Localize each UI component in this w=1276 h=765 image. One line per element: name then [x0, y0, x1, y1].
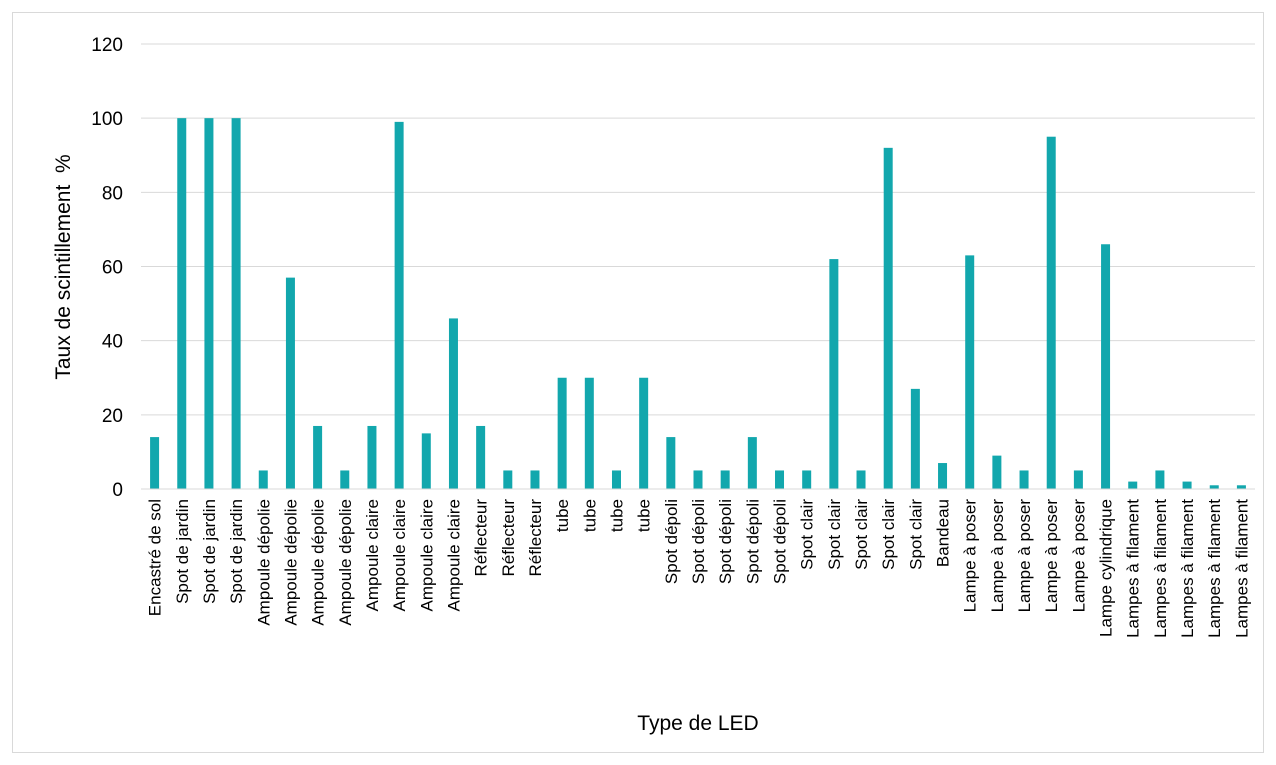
- bar: [938, 463, 948, 489]
- x-tick-label: Spot dépoli: [716, 499, 735, 584]
- bar: [231, 118, 241, 490]
- x-tick-label: Spot dépoli: [689, 499, 708, 584]
- x-tick-label: tube: [607, 499, 626, 532]
- bar: [747, 437, 757, 489]
- bar: [883, 147, 893, 490]
- bar: [1019, 470, 1029, 489]
- bar: [584, 377, 594, 489]
- x-tick-label: Spot clair: [879, 499, 898, 570]
- x-tick-label: Réflecteur: [499, 499, 518, 577]
- x-tick-label: Spot clair: [798, 499, 817, 570]
- gridlines: [141, 43, 1255, 416]
- x-tick-label: Ampoule claire: [417, 499, 436, 611]
- x-tick-label: Ampoule dépolie: [336, 499, 355, 626]
- bar: [639, 377, 649, 489]
- x-tick-label: Lampe à poser: [961, 499, 980, 613]
- bar: [1236, 485, 1246, 489]
- y-axis-label: Taux de scintillement %: [52, 154, 75, 379]
- bar: [693, 470, 703, 489]
- x-tick-label: Spot clair: [852, 499, 871, 570]
- bar: [910, 388, 920, 489]
- bar: [476, 425, 486, 489]
- bar: [367, 425, 377, 489]
- x-tick-label: Ampoule claire: [444, 499, 463, 611]
- x-tick-label: Ampoule dépolie: [254, 499, 273, 626]
- x-tick-label: Ampoule dépolie: [281, 499, 300, 626]
- y-tick-label: 120: [91, 35, 123, 56]
- x-tick-label: Ampoule dépolie: [309, 499, 328, 626]
- x-tick-label: Ampoule claire: [390, 499, 409, 611]
- bar: [258, 470, 268, 489]
- bar: [421, 433, 431, 489]
- bar: [611, 470, 621, 489]
- x-tick-label: Lampes à filament: [1178, 499, 1197, 638]
- y-tick-label: 0: [112, 480, 123, 501]
- bar: [802, 470, 812, 489]
- bar: [720, 470, 730, 489]
- bar: [666, 437, 676, 489]
- bar: [1101, 244, 1111, 489]
- x-tick-label: Spot de jardin: [227, 499, 246, 604]
- y-tick-label: 100: [91, 109, 123, 130]
- x-tick-label: Spot de jardin: [200, 499, 219, 604]
- x-tick-label: Spot dépoli: [771, 499, 790, 584]
- bar: [1046, 136, 1056, 490]
- bar: [340, 470, 350, 489]
- y-tick-label: 80: [102, 183, 123, 204]
- bar: [992, 455, 1002, 489]
- x-tick-label: Réflecteur: [526, 499, 545, 577]
- x-tick-label: Spot clair: [906, 499, 925, 570]
- x-tick-label: Bandeau: [934, 499, 953, 567]
- bar: [177, 118, 187, 490]
- y-tick-label: 40: [102, 332, 123, 353]
- x-tick-label: Lampes à filament: [1205, 499, 1224, 638]
- bar: [1209, 485, 1219, 489]
- bar: [829, 259, 839, 489]
- bar: [530, 470, 540, 489]
- x-tick-label: tube: [635, 499, 654, 532]
- bar: [557, 377, 567, 489]
- bars: [150, 118, 1246, 490]
- bar: [448, 318, 458, 489]
- x-axis-ticks: Encastré de sol Spot de jardin Spot de jar…: [146, 499, 1252, 638]
- x-tick-label: Encastré de sol: [146, 499, 165, 616]
- bar: [1128, 481, 1138, 489]
- x-tick-label: Spot clair: [825, 499, 844, 570]
- x-axis-label: Type de LED: [637, 712, 758, 735]
- bar: [204, 118, 214, 490]
- x-tick-label: Lampes à filament: [1232, 499, 1251, 638]
- x-tick-label: Lampe à poser: [1015, 499, 1034, 613]
- x-tick-label: Lampe cylindrique: [1097, 499, 1116, 637]
- x-tick-label: tube: [580, 499, 599, 532]
- bar: [775, 470, 785, 489]
- x-tick-label: Lampe à poser: [988, 499, 1007, 613]
- x-tick-label: Lampe à poser: [1069, 499, 1088, 613]
- x-tick-label: tube: [553, 499, 572, 532]
- x-tick-label: Lampes à filament: [1151, 499, 1170, 638]
- y-axis-ticks: 0 20 40 60 80 100 120: [91, 35, 123, 501]
- x-tick-label: Spot dépoli: [743, 499, 762, 584]
- bar: [1182, 481, 1192, 489]
- bar: [285, 277, 295, 489]
- bar: [1073, 470, 1083, 489]
- x-tick-label: Spot de jardin: [173, 499, 192, 604]
- x-tick-label: Lampes à filament: [1124, 499, 1143, 638]
- y-tick-label: 60: [102, 258, 123, 279]
- x-tick-label: Spot dépoli: [662, 499, 681, 584]
- bar: [313, 425, 323, 489]
- bar: [394, 121, 404, 489]
- bar: [856, 470, 866, 489]
- bar: [150, 437, 160, 489]
- bar: [1155, 470, 1165, 489]
- x-tick-label: Réflecteur: [472, 499, 491, 577]
- bar: [965, 255, 975, 489]
- bar: [503, 470, 513, 489]
- x-tick-label: Ampoule claire: [363, 499, 382, 611]
- y-tick-label: 20: [102, 406, 123, 427]
- x-tick-label: Lampe à poser: [1042, 499, 1061, 613]
